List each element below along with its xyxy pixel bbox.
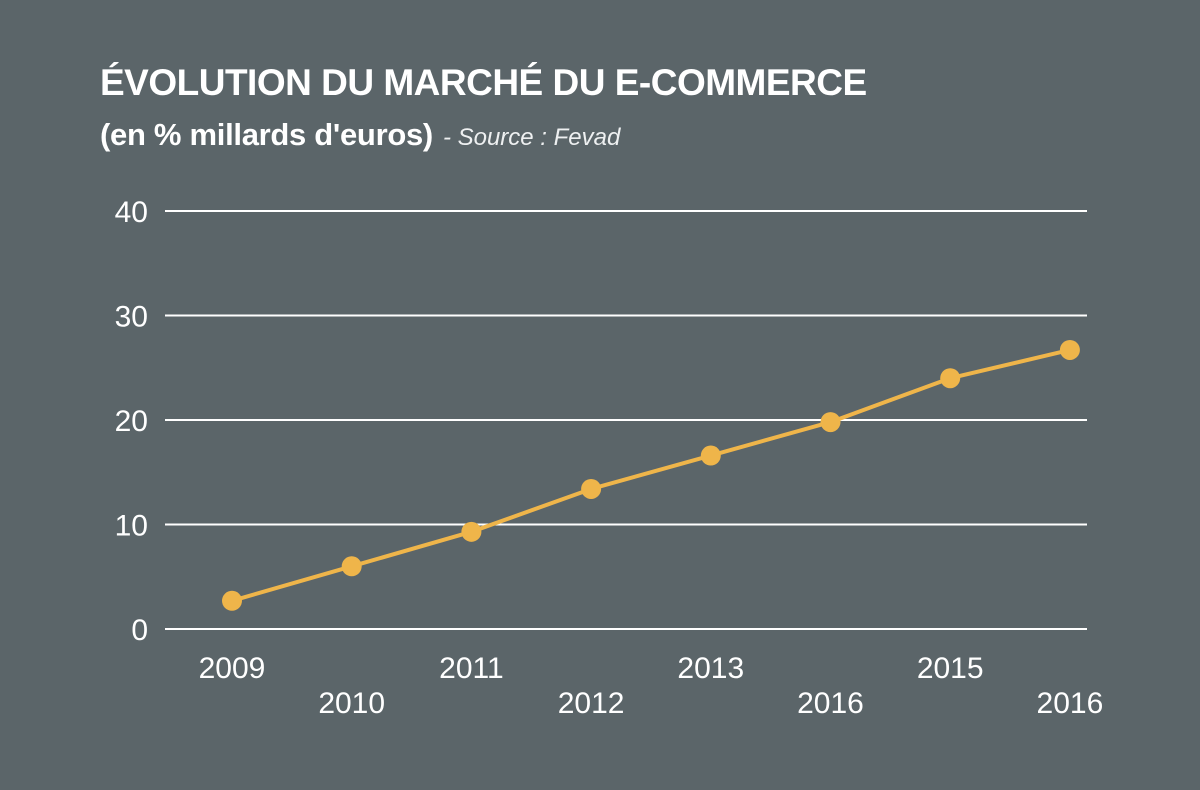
chart-source: - Source : Fevad	[442, 124, 621, 151]
data-point	[461, 521, 482, 542]
y-tick-label: 0	[131, 614, 148, 647]
data-point	[940, 368, 961, 389]
data-point	[700, 445, 721, 466]
x-tick-label: 2009	[199, 652, 266, 685]
data-point	[1059, 339, 1080, 360]
x-tick-label: 2016	[797, 687, 864, 720]
x-tick-label: 2015	[917, 652, 984, 685]
data-point	[222, 590, 242, 611]
chart-title: ÉVOLUTION DU MARCHÉ DU E-COMMERCE	[100, 62, 867, 103]
x-tick-label: 2010	[318, 687, 385, 720]
data-point	[820, 412, 841, 433]
y-tick-label: 20	[115, 405, 148, 438]
x-tick-label: 2016	[1037, 687, 1104, 720]
data-point	[341, 556, 362, 577]
x-tick-label: 2013	[677, 652, 744, 685]
y-tick-label: 30	[115, 301, 148, 334]
data-point	[581, 478, 602, 499]
y-tick-label: 10	[115, 510, 148, 543]
x-tick-label: 2011	[439, 652, 504, 685]
series-line	[231, 348, 1071, 603]
chart-subtitle: (en % millards d'euros)	[100, 117, 433, 152]
subtitle-line: (en % millards d'euros) - Source : Fevad	[100, 117, 620, 153]
y-tick-label: 40	[115, 196, 148, 229]
x-tick-label: 2012	[558, 687, 625, 720]
